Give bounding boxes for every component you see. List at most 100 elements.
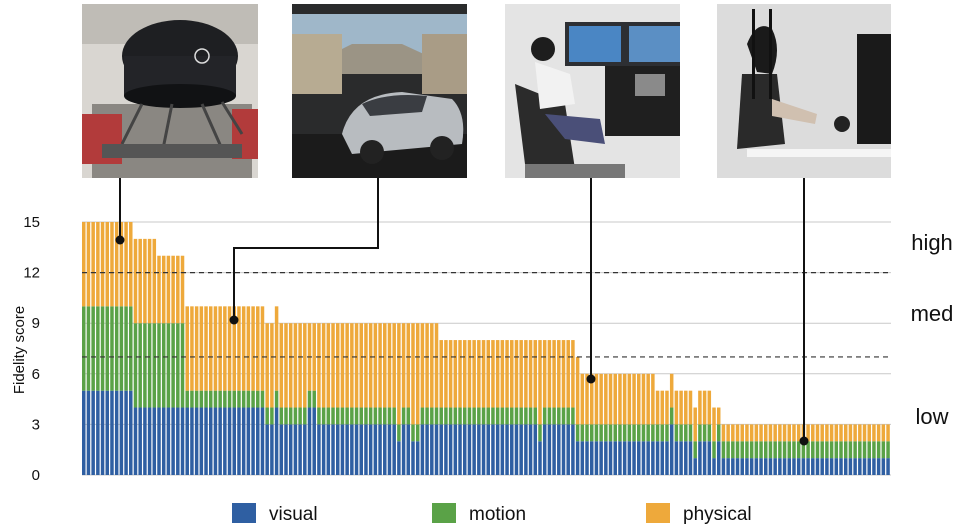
bar-segment-motion [82,306,86,391]
bar-segment-visual [843,458,848,475]
bar-segment-visual [613,441,617,475]
bar-segment-motion [171,323,175,408]
bar-segment-visual [176,407,180,475]
bar-segment-visual [721,458,726,475]
bar-segment-physical [627,373,632,425]
bar-segment-motion [124,306,128,391]
bar-segment-visual [326,424,331,475]
bar-segment-physical [839,424,843,442]
bar-segment-visual [698,441,702,475]
bar-segment-visual [387,424,392,475]
bar-segment-visual [829,458,834,475]
bar-segment-physical [458,340,462,408]
bar-segment-motion [858,441,862,459]
bar-segment-motion [246,390,251,408]
bar-segment-visual [524,424,528,475]
bar-segment-visual [439,424,443,475]
bar-segment-visual [528,424,533,475]
bar-segment-motion [528,407,533,425]
bar-segment-visual [778,458,782,475]
bar-segment-motion [547,407,552,425]
bar-segment-motion [133,323,138,408]
bar-segment-visual [533,424,538,475]
bar-segment-visual [340,424,345,475]
bar-segment-motion [674,424,679,442]
bar-segment-visual [157,407,161,475]
bar-segment-physical [858,424,862,442]
bar-segment-visual [124,390,128,475]
bar-segment-visual [354,424,359,475]
bar-segment-physical [223,306,227,391]
bar-segment-motion [91,306,95,391]
bar-segment-physical [237,306,241,391]
bar-segment-motion [293,407,298,425]
bar-segment-motion [444,407,448,425]
bar-segment-physical [91,222,95,307]
bar-segment-motion [430,407,434,425]
bar-segment-motion [359,407,364,425]
bar-segment-motion [392,407,396,425]
bar-segment-physical [467,340,472,408]
bar-segment-visual [251,407,255,475]
bar-segment-motion [745,441,749,459]
motion-platform-simulator-photo [82,4,258,178]
bar-segment-physical [862,424,867,442]
bar-segment-motion [618,424,622,442]
bar-segment-motion [387,407,392,425]
bar-segment-visual [444,424,448,475]
bar-segment-visual [787,458,792,475]
bar-segment-motion [768,441,773,459]
bar-segment-visual [745,458,749,475]
bar-segment-visual [458,424,462,475]
bar-segment-physical [674,390,679,425]
bar-segment-visual [420,424,425,475]
bar-segment-motion [580,424,585,442]
bar-segment-physical [552,340,556,408]
bar-segment-physical [397,323,401,425]
bar-segment-motion [298,407,302,425]
bar-segment-physical [853,424,857,442]
bar-segment-visual [651,441,655,475]
bar-segment-visual [754,458,759,475]
bar-segment-physical [566,340,570,408]
bar-segment-physical [726,424,730,442]
bar-segment-visual [627,441,632,475]
level-label-low: low [915,404,948,429]
bar-segment-physical [481,340,486,408]
bar-segment-physical [608,373,613,425]
bar-segment-visual [477,424,481,475]
bar-segment-motion [853,441,857,459]
bar-segment-physical [660,390,665,425]
bar-segment-physical [716,407,721,425]
bar-segment-visual [561,424,566,475]
bar-segment-motion [594,424,599,442]
bar-segment-physical [811,424,815,442]
bar-segment-visual [185,407,189,475]
legend-label-visual: visual [269,504,318,525]
bar-segment-physical [208,306,213,391]
bar-segment-physical [105,222,110,307]
bar-segment-visual [434,424,439,475]
bar-segment-visual [538,441,542,475]
bar-segment-physical [561,340,566,408]
bar-segment-visual [152,407,157,475]
bar-segment-motion [839,441,843,459]
bar-segment-visual [307,407,312,475]
bar-segment-visual [834,458,839,475]
bar-segment-motion [867,441,871,459]
bar-segment-motion [477,407,481,425]
connector-dot [115,235,125,245]
bar-segment-visual [608,441,613,475]
y-tick-label: 12 [23,265,40,282]
bar-segment-motion [726,441,730,459]
bar-segment-physical [834,424,839,442]
bar-segment-visual [768,458,773,475]
bar-segment-visual [735,458,740,475]
bar-segment-physical [637,373,641,425]
bar-segment-visual [759,458,763,475]
bar-segment-visual [542,424,547,475]
bar-segment-visual [199,407,204,475]
bar-segment-physical [213,306,218,391]
bar-segment-motion [284,407,288,425]
bar-segment-physical [434,323,439,408]
